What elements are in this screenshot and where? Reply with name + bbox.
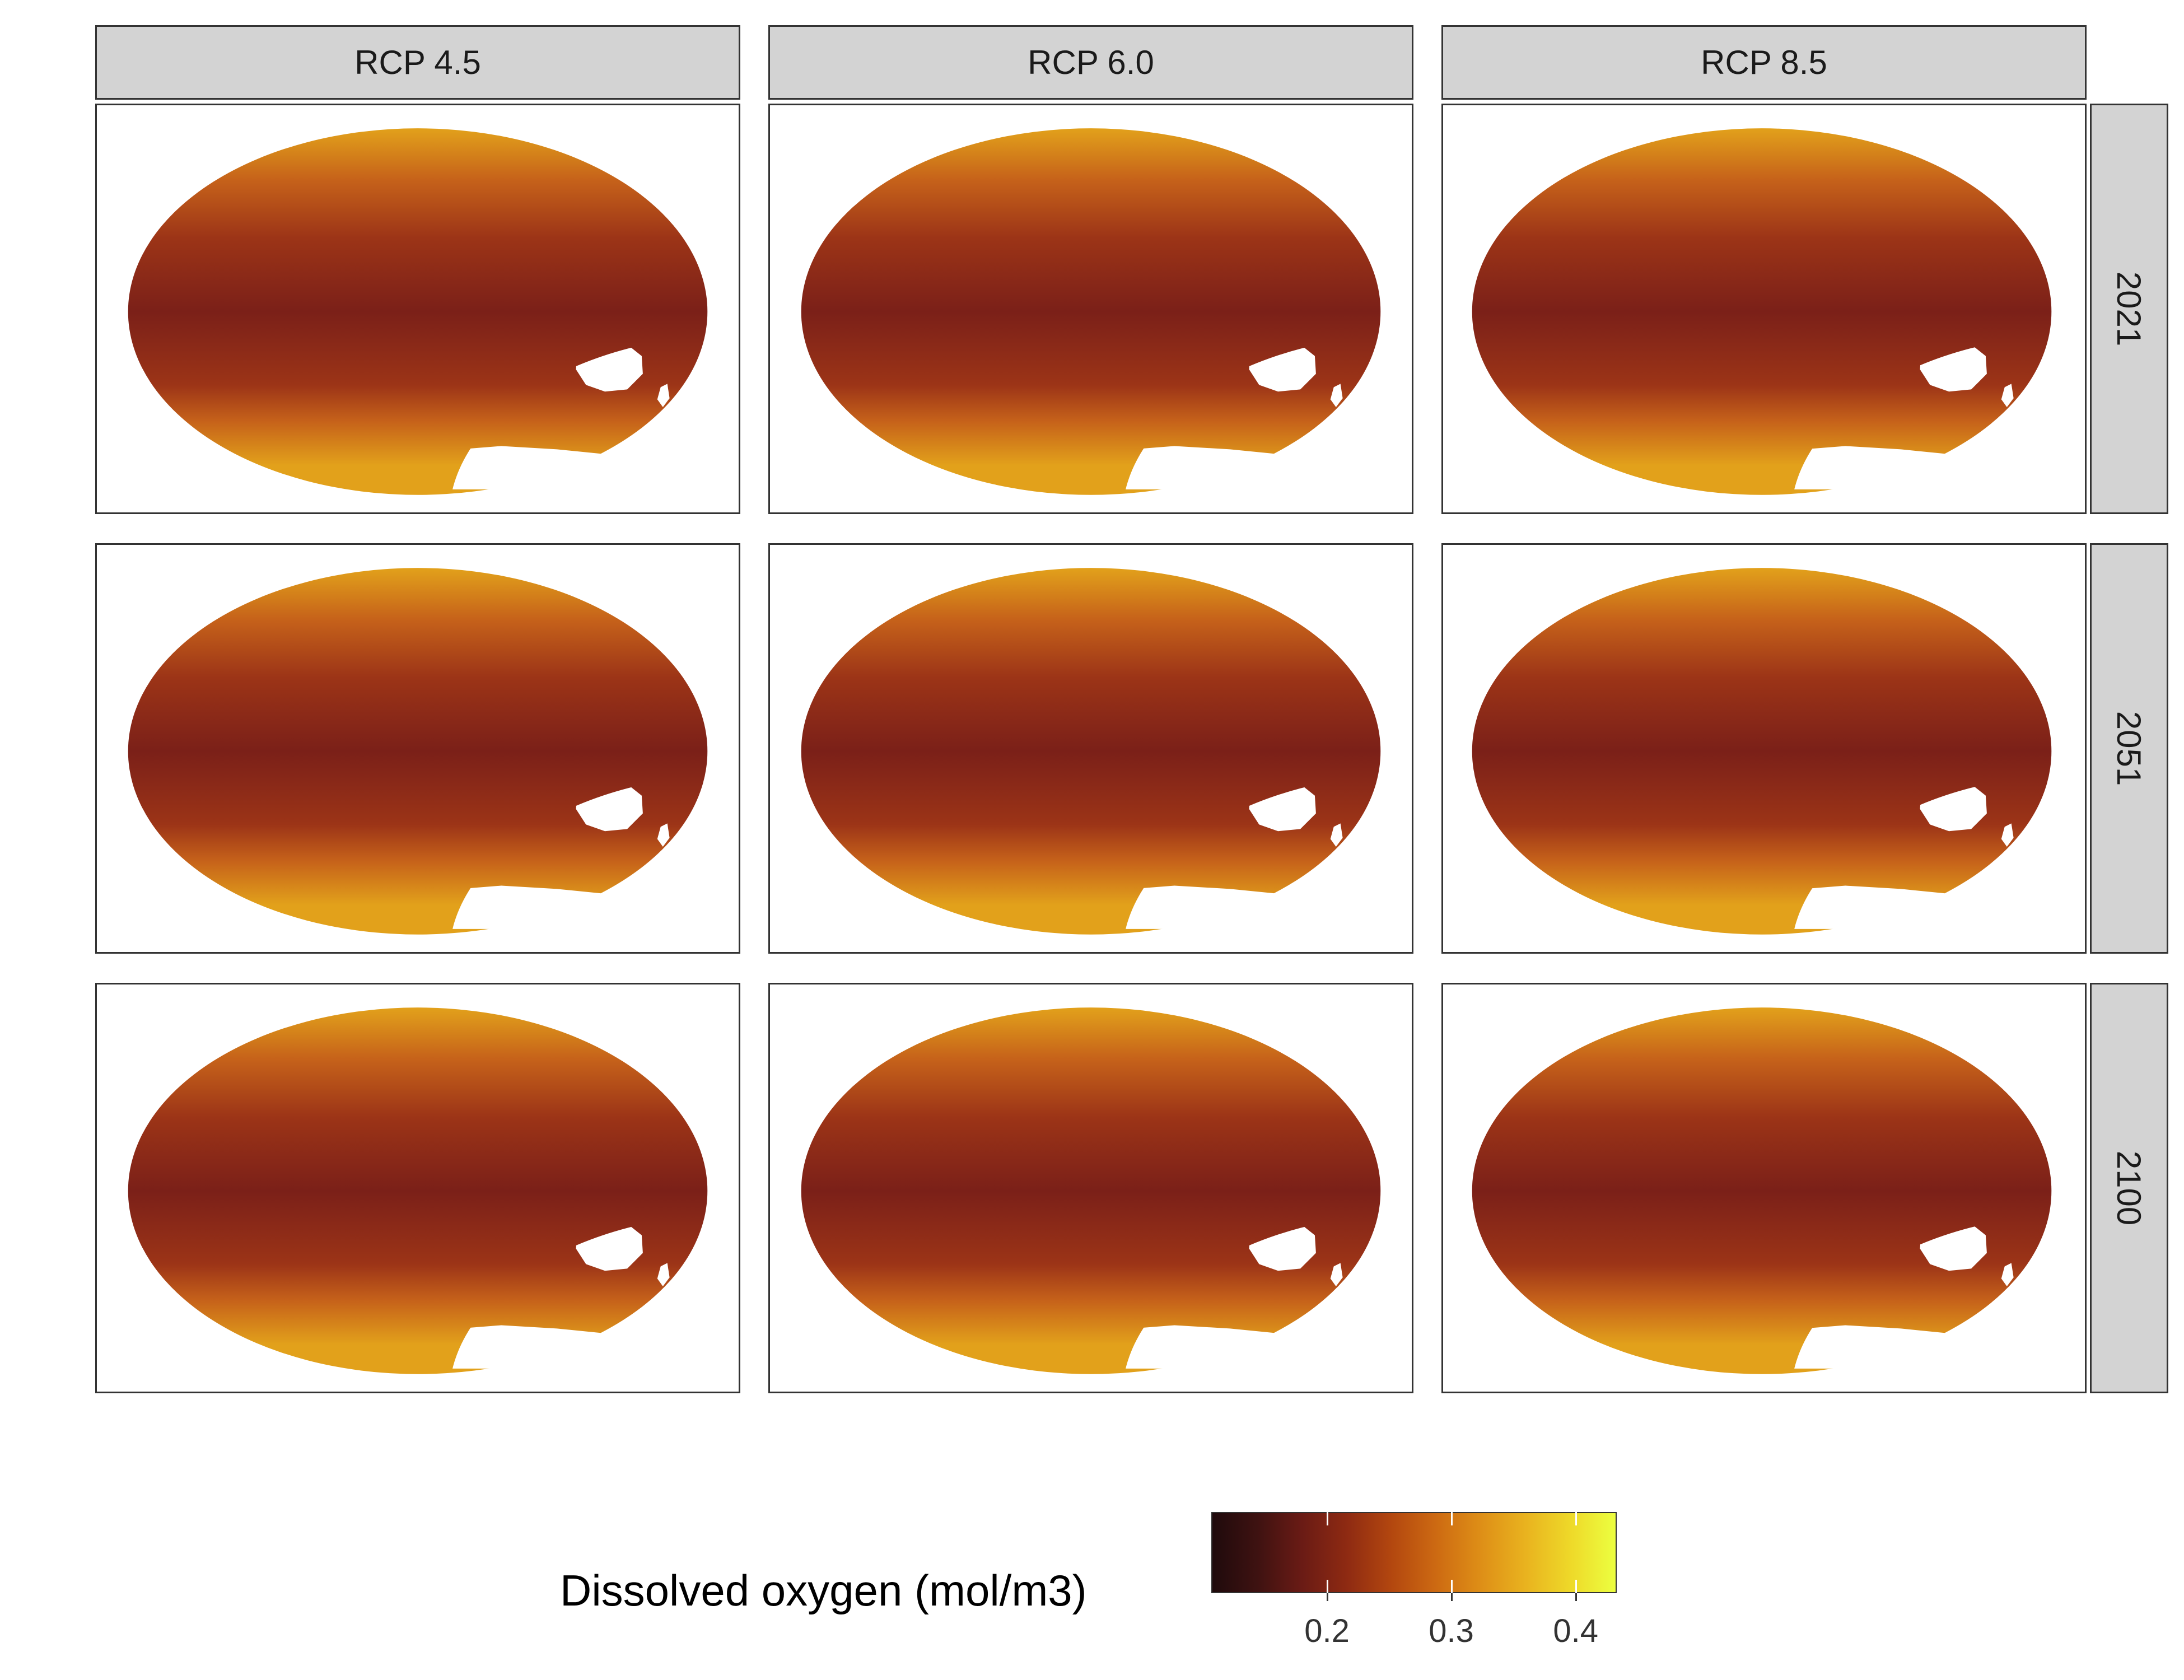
ocean [1472,128,2052,495]
landmass-antarctica [449,446,630,489]
ocean [1472,568,2052,935]
colorbar-tick-mark [1450,1512,1453,1525]
map-canvas [128,128,708,495]
ocean [801,1007,1381,1374]
facet-label: 2100 [2110,1150,2148,1226]
map-canvas [128,1007,708,1374]
map-canvas [801,568,1381,935]
landmass-antarctica [449,885,630,929]
ocean [128,1007,708,1374]
facet-label: RCP 8.5 [1701,44,1827,81]
facet-strip-rcp-4-5: RCP 4.5 [95,25,740,100]
map-canvas [128,568,708,935]
facet-label: 2051 [2110,711,2148,786]
landmass-antarctica [1122,885,1303,929]
facet-strip-rcp-6-0: RCP 6.0 [768,25,1413,100]
colorbar-tick-label: 0.2 [1304,1613,1350,1649]
colorbar-tick-mark [1575,1512,1577,1525]
colorbar [1211,1512,1617,1593]
legend-title: Dissolved oxygen (mol/m3) [560,1566,1087,1615]
ocean [128,128,708,495]
facet-label: 2021 [2110,271,2148,347]
colorbar-tick-mark [1326,1580,1328,1593]
colorbar-tick-label: 0.3 [1429,1613,1474,1649]
map-panel-rcp85-2021 [1441,104,2087,514]
colorbar-tick-mark [1575,1593,1577,1601]
landmass-new-zealand [2001,384,2014,408]
landmass-antarctica [1122,1325,1303,1369]
map-canvas [1472,568,2052,935]
landmass-new-zealand [1330,823,1343,847]
colorbar-tick-mark [1450,1593,1453,1601]
ocean [1472,1007,2052,1374]
landmass-new-zealand [2001,823,2014,847]
landmass-new-zealand [657,823,670,847]
landmass-antarctica [1790,446,1974,489]
colorbar-tick-label: 0.4 [1553,1613,1599,1649]
landmass-new-zealand [1330,1263,1343,1287]
colorbar-tick-mark [1575,1580,1577,1593]
map-panel-rcp60-2051 [768,543,1413,954]
facet-strip-2021: 2021 [2090,104,2168,514]
map-canvas [801,128,1381,495]
landmass-new-zealand [2001,1263,2014,1287]
colorbar-legend: Dissolved oxygen (mol/m3) 0.2 0.3 0.4 [560,1512,1624,1649]
map-panel-rcp45-2100 [95,983,740,1393]
facet-strip-rcp-8-5: RCP 8.5 [1441,25,2087,100]
map-panel-rcp45-2051 [95,543,740,954]
map-panel-rcp60-2100 [768,983,1413,1393]
map-canvas [1472,1007,2052,1374]
ocean [128,568,708,935]
facet-label: RCP 4.5 [354,44,481,81]
facet-strip-2100: 2100 [2090,983,2168,1393]
landmass-antarctica [1122,446,1303,489]
landmass-new-zealand [657,384,670,408]
map-canvas [1472,128,2052,495]
map-panel-rcp45-2021 [95,104,740,514]
map-panel-rcp85-2051 [1441,543,2087,954]
landmass-new-zealand [657,1263,670,1287]
colorbar-tick-mark [1326,1512,1328,1525]
map-canvas [801,1007,1381,1374]
colorbar-tick-mark [1326,1593,1328,1601]
colorbar-tick-mark [1450,1580,1453,1593]
ocean [801,128,1381,495]
map-panel-rcp85-2100 [1441,983,2087,1393]
map-panel-rcp60-2021 [768,104,1413,514]
ocean [801,568,1381,935]
facet-label: RCP 6.0 [1028,44,1154,81]
landmass-antarctica [1790,1325,1974,1369]
landmass-antarctica [1790,885,1974,929]
landmass-antarctica [449,1325,630,1369]
landmass-new-zealand [1330,384,1343,408]
facet-strip-2051: 2051 [2090,543,2168,954]
colorbar-ticks: 0.2 0.3 0.4 [1211,1512,1617,1649]
